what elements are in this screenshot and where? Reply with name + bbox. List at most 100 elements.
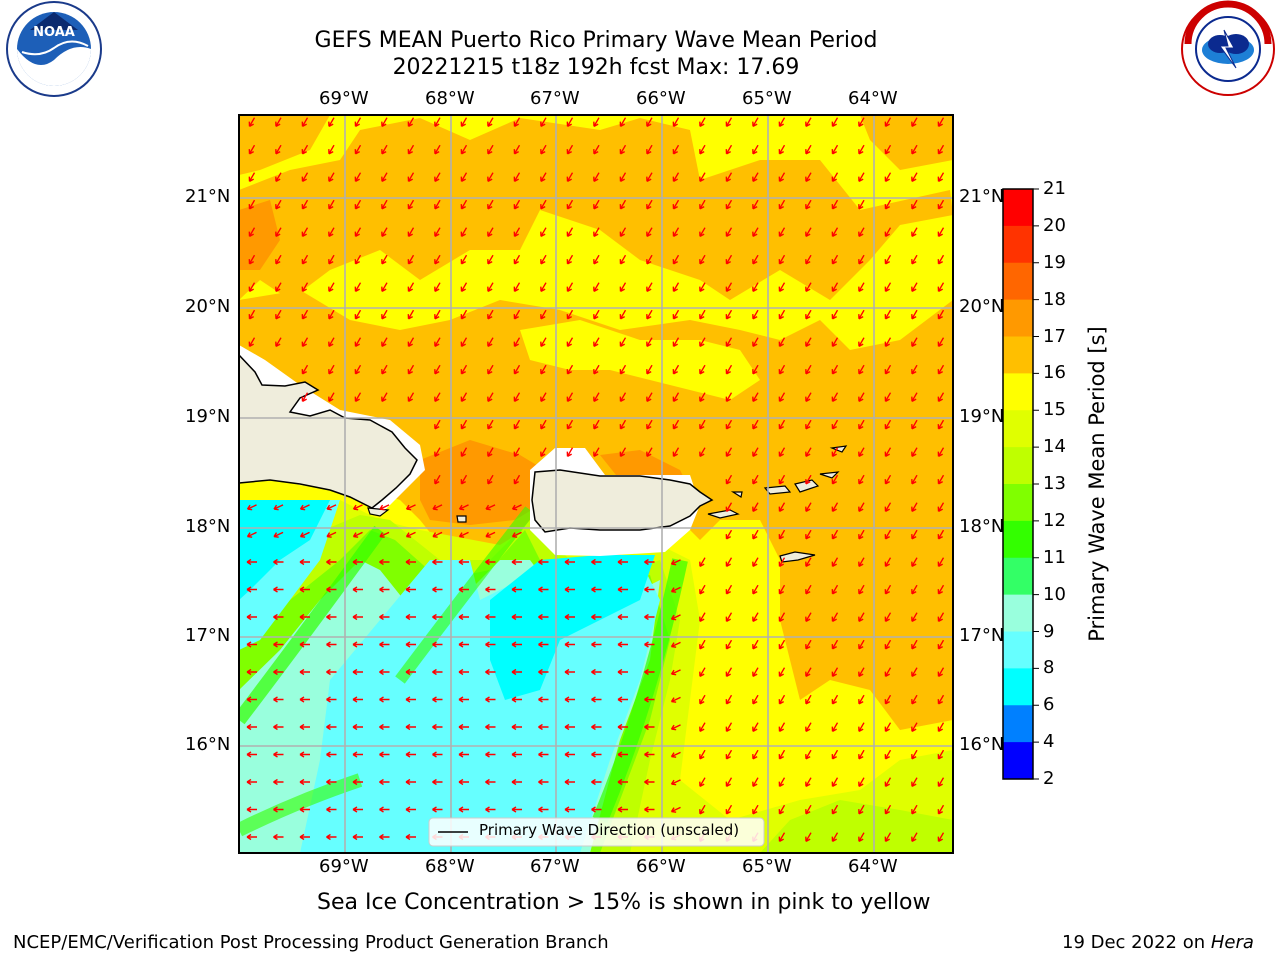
land-st-croix: [779, 551, 816, 563]
nws-logo: [1181, 0, 1275, 96]
wave-arrow: [937, 419, 945, 430]
wave-arrow: [460, 337, 468, 347]
wave-arrow: [434, 447, 441, 457]
wave-arrow: [752, 144, 759, 155]
wave-arrow: [911, 199, 918, 210]
land-hispaniola: [239, 353, 418, 509]
wave-arrow: [591, 641, 602, 648]
wave-arrow: [326, 696, 337, 703]
wave-arrow: [379, 723, 390, 731]
wave-arrow: [752, 694, 759, 705]
wave-arrow: [405, 833, 416, 841]
wave-arrow: [831, 309, 839, 320]
wave-arrow: [778, 557, 786, 567]
wave-arrow: [434, 282, 441, 292]
wave-arrow: [275, 227, 282, 237]
wave-arrow: [381, 392, 388, 402]
wave-arrow: [540, 309, 547, 320]
wave-arrow: [644, 668, 655, 676]
wave-arrow: [511, 504, 522, 511]
wave-arrow: [434, 364, 441, 375]
wave-arrow: [487, 309, 494, 320]
wave-arrow: [513, 144, 521, 155]
wave-arrow: [246, 641, 257, 648]
wave-arrow: [805, 804, 812, 815]
wave-arrow: [566, 172, 574, 182]
wave-arrow: [937, 777, 945, 787]
wave-arrow: [593, 447, 600, 457]
wave-arrow: [805, 447, 812, 457]
wave-arrow: [248, 172, 256, 182]
wave-arrow: [805, 749, 812, 760]
wave-arrow: [725, 117, 733, 127]
wave-arrow: [538, 641, 549, 648]
wave-arrow: [778, 777, 786, 787]
wave-arrow: [405, 778, 416, 786]
wave-arrow: [644, 806, 655, 813]
wave-arrow: [591, 613, 602, 621]
wave-arrow: [434, 172, 441, 182]
wave-arrow: [619, 254, 627, 265]
wave-arrow: [538, 558, 549, 566]
wave-arrow: [805, 337, 812, 347]
wave-arrow: [805, 309, 812, 320]
wave-arrow: [538, 696, 549, 703]
wave-arrow: [301, 309, 309, 320]
wave-arrow: [485, 696, 496, 703]
wave-arrow: [352, 531, 363, 538]
wave-arrow: [752, 199, 759, 210]
wave-arrow: [672, 364, 680, 375]
wave-arrow: [566, 227, 574, 237]
wave-arrow: [299, 558, 310, 566]
wave-arrow: [911, 282, 918, 292]
wave-arrow: [858, 419, 865, 430]
wave-arrow: [487, 392, 494, 402]
wave-arrow: [354, 309, 362, 320]
wave-arrow: [273, 723, 284, 731]
colorbar: [1002, 188, 1039, 780]
wave-arrow: [275, 254, 282, 265]
wave-arrow: [699, 392, 706, 402]
wave-arrow: [752, 749, 759, 760]
wave-arrow: [407, 117, 415, 127]
wave-arrow: [644, 723, 655, 731]
wave-arrow: [434, 337, 441, 347]
wave-arrow: [752, 639, 759, 650]
wave-arrow: [831, 502, 839, 512]
wave-arrow: [884, 227, 892, 237]
wave-arrow: [564, 668, 575, 676]
colorbar-segment: [1003, 336, 1033, 374]
map-legend: [428, 817, 765, 847]
wave-arrow: [299, 696, 310, 703]
wave-arrow: [805, 144, 812, 155]
wave-arrow: [405, 751, 416, 758]
wave-arrow: [805, 584, 812, 595]
wave-arrow: [858, 474, 865, 485]
wave-arrow: [379, 751, 390, 758]
wave-arrow: [487, 117, 494, 127]
wave-arrow: [593, 337, 600, 347]
wave-arrow: [354, 172, 362, 182]
wave-arrow: [301, 337, 309, 347]
wave-arrow: [725, 144, 733, 155]
wave-arrow: [513, 419, 521, 430]
lat-label-left-20n: 20°N: [185, 296, 231, 317]
wave-arrow: [275, 282, 282, 292]
wave-arrow: [911, 502, 918, 512]
wave-arrow: [246, 778, 257, 786]
wave-direction-arrows: [246, 117, 945, 842]
wave-arrow: [619, 364, 627, 375]
wave-arrow: [725, 557, 733, 567]
wave-arrow: [275, 172, 282, 182]
wave-arrow: [432, 778, 443, 786]
wave-arrow: [379, 696, 390, 703]
wave-arrow: [937, 639, 945, 650]
wave-arrow: [778, 392, 786, 402]
wave-arrow: [884, 722, 892, 732]
wave-arrow: [407, 309, 415, 320]
wave-arrow: [354, 364, 362, 375]
wave-arrow: [725, 447, 733, 457]
wave-arrow: [273, 833, 284, 841]
field-yellow-tongue: [520, 320, 760, 400]
wave-arrow: [460, 474, 468, 485]
